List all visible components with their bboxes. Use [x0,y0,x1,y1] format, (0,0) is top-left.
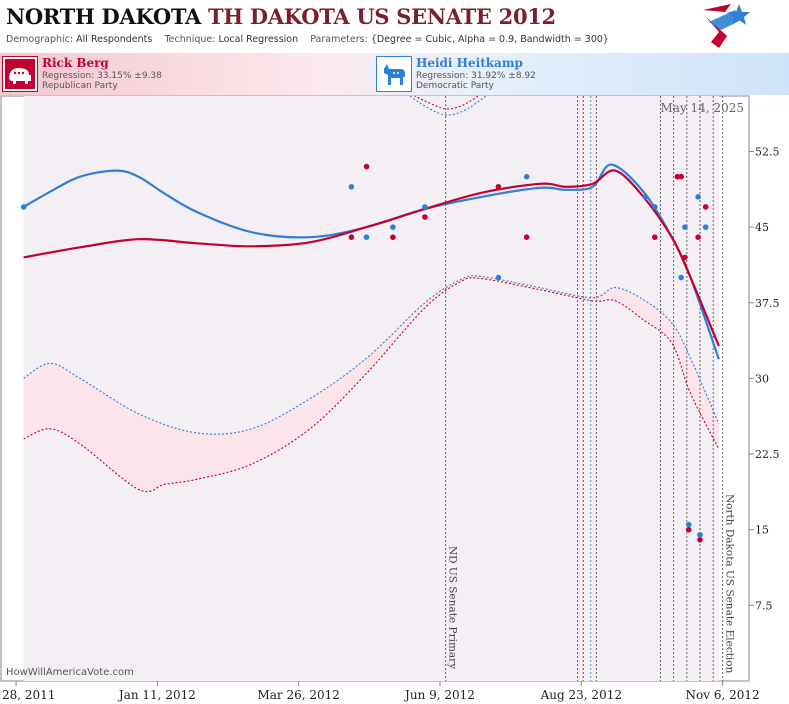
poll-point [678,274,684,281]
poll-point [702,204,709,210]
x-tick-label: Jan 11, 2012 [117,688,196,702]
y-tick-label: 52.5 [755,145,780,158]
poll-point [697,536,703,543]
x-axis: Oct 28, 2011 Jan 11, 2012 Mar 26, 2012 Jun … [0,681,760,702]
upper-bound-line [409,96,487,116]
header: NORTH DAKOTA TH DAKOTA US SENATE 2012 De… [0,0,789,52]
candidate-regression: Regression: 33.15% ±9.38 [42,71,162,81]
poll-point [422,214,428,220]
poll-point [682,224,688,230]
y-tick-label: 7.5 [755,599,773,612]
poll-point [348,234,355,241]
title-race: TH DAKOTA US SENATE 2012 [208,4,556,29]
technique-label: Technique: [164,34,216,45]
x-tick-label: Nov 6, 2012 [686,688,760,702]
title-state: NORTH DAKOTA [6,4,202,29]
shared-confidence-band [23,96,719,681]
star-flag-logo [703,4,750,48]
x-tick-label: Jun 9, 2012 [403,688,475,702]
poll-point [651,204,658,210]
event-label: ND US Senate Primary [447,546,459,669]
poll-point [523,173,530,180]
x-tick-label: Mar 26, 2012 [257,688,339,702]
demographic-label: Demographic: [6,34,74,45]
poll-point [697,531,703,538]
x-tick-label: Aug 23, 2012 [540,688,622,702]
poll-point [651,234,658,241]
confidence-bounds [23,96,720,493]
poll-point [363,234,370,241]
parameters-line: Demographic: All Respondents Technique: … [6,34,609,45]
date-watermark: May 14, 2025 [661,101,744,115]
candidate-regression: Regression: 31.92% ±8.92 [416,71,536,81]
candidate-party: Republican Party [42,81,118,91]
poll-point [390,224,396,230]
technique-value: Local Regression [218,34,299,45]
poll-point [678,173,684,180]
event-label: North Dakota US Senate Election [724,494,736,674]
trend-line [23,169,720,347]
regression-chart: ND US Senate Primary North Dakota US Sena… [0,95,780,702]
poll-point [363,163,370,170]
poll-point [695,234,701,241]
source-credit: HowWillAmericaVote.com [6,667,134,678]
parameters-label: Parameters: [310,34,368,45]
x-tick-label: Oct 28, 2011 [0,688,55,702]
donkey-icon [376,56,412,92]
demographic-value: All Respondents [76,34,153,45]
y-tick-label: 22.5 [755,448,780,461]
elephant-icon [2,56,38,92]
poll-point [682,254,688,261]
poll-point [422,204,428,210]
trend-lines [23,163,720,360]
parameters-value: {Degree = Cubic, Alpha = 0.9, Bandwidth … [370,34,609,45]
poll-point [523,234,530,241]
page-title: NORTH DAKOTA TH DAKOTA US SENATE 2012 [6,4,556,29]
lower-bound-line [23,277,720,493]
y-tick-label: 37.5 [755,297,780,310]
lower-gap-band [23,275,719,492]
poll-point [642,194,649,200]
y-axis: 7.5 15 22.5 30 37.5 45 52.5 [749,145,780,612]
poll-point [695,194,701,200]
poll-point [685,521,692,528]
poll-point [495,183,502,190]
candidate-band: Rick Berg Regression: 33.15% ±9.38 Repub… [0,53,789,95]
poll-point [348,183,355,190]
y-tick-label: 30 [755,372,769,385]
y-tick-label: 45 [755,221,769,234]
poll-point [685,526,692,533]
candidate-name: Rick Berg [42,56,109,70]
y-tick-label: 15 [755,524,769,537]
poll-point [702,224,709,230]
poll-point [20,204,27,210]
event-lines: ND US Senate Primary North Dakota US Sena… [445,96,736,681]
candidate-name: Heidi Heitkamp [416,56,523,70]
poll-points [20,163,709,543]
confidence-bands [23,96,719,681]
poll-point [390,234,396,241]
candidate-party: Democratic Party [416,81,494,91]
poll-point [495,274,502,281]
